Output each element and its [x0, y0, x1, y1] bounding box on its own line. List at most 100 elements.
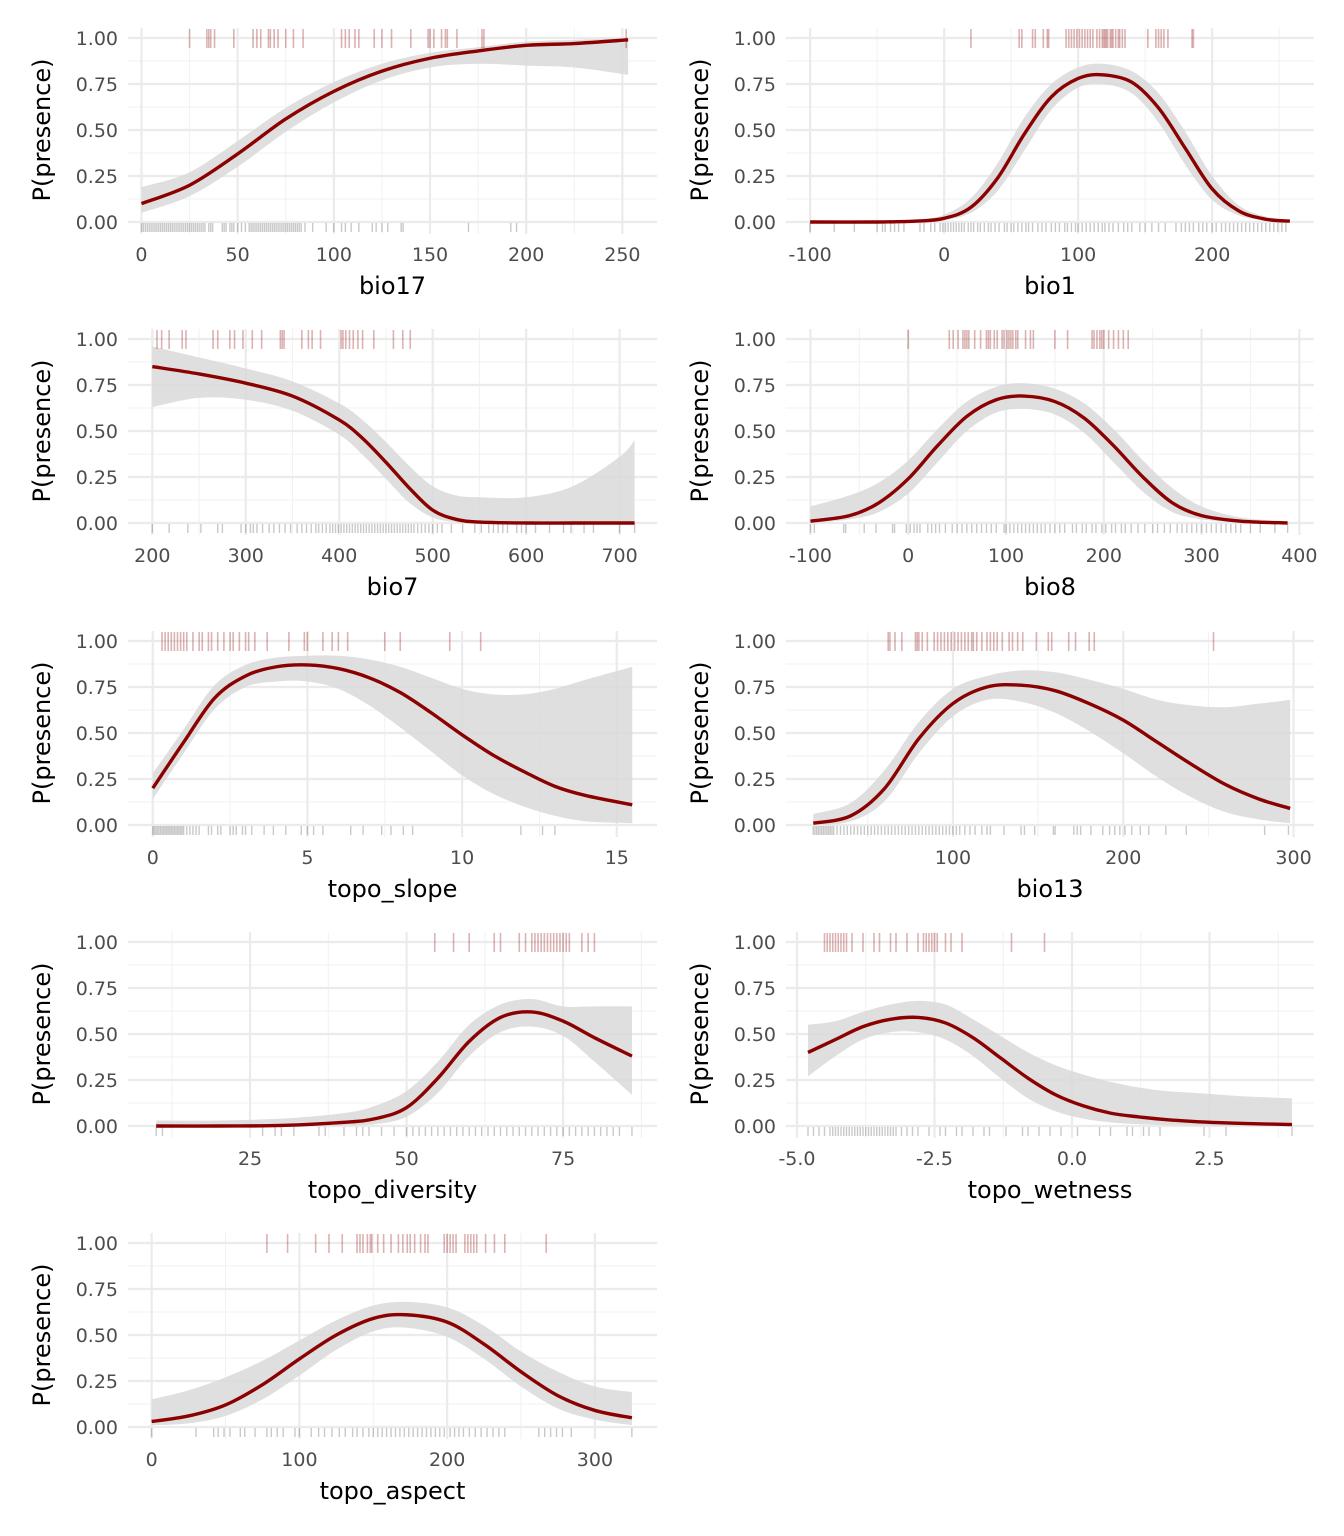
confidence-ribbon	[813, 670, 1291, 825]
y-axis-title: P(presence)	[686, 59, 714, 202]
x-axis-title: bio17	[359, 272, 426, 300]
panel-bio8: 0.00 0.25 0.50 0.75 1.00 -100 0 100 200 300 400 bio…	[686, 329, 1317, 601]
x-tick-label: 100	[281, 1449, 317, 1471]
y-tick-label: 0.75	[734, 677, 776, 699]
x-tick-label: -5.0	[778, 1148, 815, 1170]
x-tick-label: 250	[604, 244, 640, 266]
rug-presence	[433, 933, 596, 952]
y-axis-title: P(presence)	[28, 662, 56, 805]
y-tick-label: 0.75	[76, 677, 118, 699]
x-tick-label: 300	[1275, 847, 1311, 869]
x-axis-title: topo_diversity	[308, 1176, 478, 1204]
x-axis-title: topo_aspect	[320, 1477, 466, 1505]
rug-presence	[161, 632, 482, 651]
x-tick-label: 0	[902, 545, 914, 567]
rug-absence	[151, 524, 636, 533]
x-tick-label: 100	[316, 244, 352, 266]
confidence-ribbon	[808, 1000, 1292, 1126]
y-tick-label: 0.75	[76, 375, 118, 397]
y-tick-label: 1.00	[734, 932, 776, 954]
x-tick-label: -100	[789, 244, 832, 266]
rug-presence	[266, 1234, 547, 1253]
y-tick-label: 0.50	[76, 421, 118, 443]
x-axis-title: bio7	[367, 573, 419, 601]
panel-bio17: 0.00 0.25 0.50 0.75 1.00 0 50 100 150 200 250 bio17…	[28, 28, 657, 300]
y-tick-label: 0.50	[76, 120, 118, 142]
y-tick-label: 0.25	[76, 166, 118, 188]
y-tick-label: 0.25	[76, 467, 118, 489]
x-tick-label: 500	[415, 545, 451, 567]
prediction-line	[810, 72, 1291, 224]
prediction-line	[810, 394, 1288, 525]
panel-topo_slope: 0.00 0.25 0.50 0.75 1.00 0 5 10 15 topo_slope P(pr…	[28, 631, 657, 903]
confidence-ribbon	[152, 655, 633, 824]
x-axis-title: bio8	[1024, 573, 1076, 601]
y-tick-label: 0.00	[734, 1116, 776, 1138]
prediction-line	[140, 38, 629, 206]
panel-topo_aspect: 0.00 0.25 0.50 0.75 1.00 0 100 200 300 topo_aspec…	[28, 1233, 657, 1505]
confidence-ribbon	[810, 383, 1288, 523]
y-tick-label: 1.00	[76, 28, 118, 50]
prediction-line	[151, 663, 633, 807]
y-axis-title: P(presence)	[686, 963, 714, 1106]
x-tick-label: 0	[146, 1449, 158, 1471]
x-tick-label: 15	[605, 847, 629, 869]
panel-topo_wetness: 0.00 0.25 0.50 0.75 1.00 -5.0 -2.5 0.0 2.5 topo_w…	[686, 932, 1314, 1204]
gridlines	[786, 329, 1314, 535]
rug-absence	[150, 1428, 633, 1437]
y-tick-label: 0.00	[734, 513, 776, 535]
y-tick-label: 1.00	[734, 28, 776, 50]
y-tick-label: 0.25	[76, 769, 118, 791]
x-tick-label: 50	[226, 244, 250, 266]
rug-presence	[970, 29, 1195, 48]
y-tick-label: 0.00	[734, 815, 776, 837]
y-tick-label: 0.50	[734, 421, 776, 443]
x-tick-label: 100	[988, 545, 1024, 567]
y-tick-label: 0.25	[734, 1070, 776, 1092]
x-tick-label: 0	[147, 847, 159, 869]
x-tick-label: 10	[450, 847, 474, 869]
rug-absence	[155, 1127, 633, 1136]
x-tick-label: 300	[577, 1449, 613, 1471]
x-axis-title: topo_slope	[328, 875, 458, 903]
panel-bio1: 0.00 0.25 0.50 0.75 1.00 -100 0 100 200 bio1 P(pre…	[686, 28, 1314, 300]
y-tick-label: 0.25	[734, 166, 776, 188]
rug-absence	[809, 223, 1287, 232]
y-tick-label: 0.50	[76, 723, 118, 745]
panel-topo_diversity: 0.00 0.25 0.50 0.75 1.00 25 50 75 topo_diversity…	[28, 932, 657, 1204]
x-tick-label: 0.0	[1057, 1148, 1087, 1170]
rug-presence	[156, 330, 412, 349]
x-tick-label: 300	[1183, 545, 1219, 567]
y-tick-label: 0.00	[76, 513, 118, 535]
y-tick-label: 0.25	[76, 1070, 118, 1092]
rug-absence	[140, 223, 518, 232]
y-tick-label: 0.00	[76, 1116, 118, 1138]
x-tick-label: 5	[301, 847, 313, 869]
x-tick-label: 200	[429, 1449, 465, 1471]
y-tick-label: 0.00	[734, 212, 776, 234]
x-tick-label: 150	[412, 244, 448, 266]
x-tick-label: 2.5	[1194, 1148, 1224, 1170]
rug-presence	[887, 632, 1215, 651]
y-axis-title: P(presence)	[28, 963, 56, 1106]
confidence-ribbon	[156, 999, 632, 1127]
x-tick-label: 300	[228, 545, 264, 567]
prediction-line	[151, 1312, 633, 1424]
y-axis-title: P(presence)	[28, 1264, 56, 1407]
rug-absence	[807, 1127, 1293, 1136]
confidence-ribbon	[810, 63, 1290, 223]
y-tick-label: 0.75	[734, 978, 776, 1000]
x-tick-label: 100	[1060, 244, 1096, 266]
panel-bio13: 0.00 0.25 0.50 0.75 1.00 100 200 300 bio13 P(pres…	[686, 631, 1314, 903]
y-axis-title: P(presence)	[28, 360, 56, 503]
x-tick-label: 25	[238, 1148, 262, 1170]
confidence-ribbon	[141, 38, 629, 213]
gridlines	[786, 932, 1314, 1138]
y-tick-label: 0.00	[76, 212, 118, 234]
prediction-line	[156, 1010, 633, 1128]
x-tick-label: 0	[135, 244, 147, 266]
rug-absence	[152, 826, 556, 835]
rug-presence	[823, 933, 1046, 952]
x-tick-label: 200	[1086, 545, 1122, 567]
